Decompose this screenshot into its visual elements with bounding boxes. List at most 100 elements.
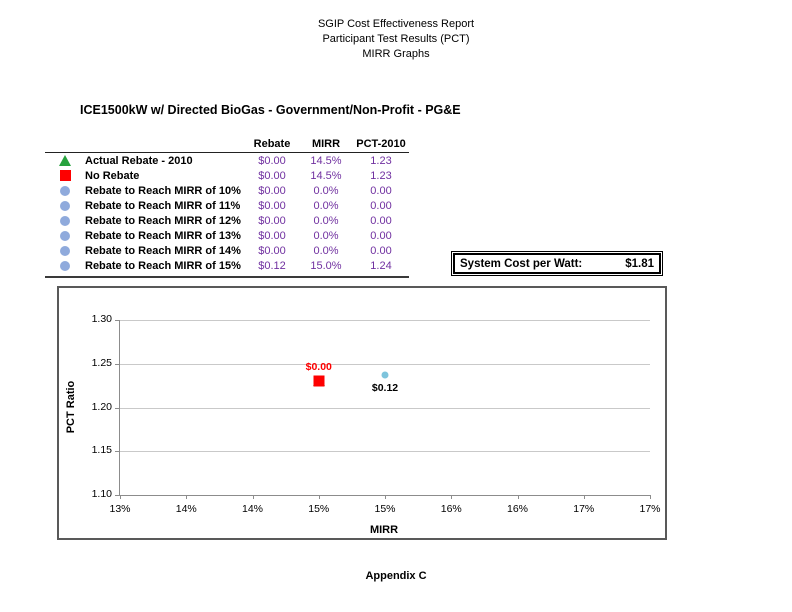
x-tick [318, 495, 320, 499]
rebate-value: $0.00 [258, 184, 286, 197]
rebate-value: $0.00 [258, 244, 286, 257]
rebate-value: $0.00 [258, 229, 286, 242]
x-tick-label: 13% [109, 503, 131, 515]
table-bottom-rule [45, 276, 409, 278]
y-tick-label: 1.15 [91, 444, 112, 457]
legend-circle-icon [60, 245, 70, 256]
data-point-circle-icon [381, 371, 389, 379]
results-table: Rebate MIRR PCT-2010 Actual Rebate - 201… [45, 135, 409, 278]
pct-value: 0.00 [370, 244, 392, 257]
row-label: No Rebate [85, 169, 140, 182]
rebate-value: $0.00 [258, 199, 286, 212]
x-tick-label: 15% [308, 503, 330, 515]
report-title-line2: Participant Test Results (PCT) [322, 33, 470, 45]
x-tick-label: 14% [241, 503, 264, 515]
pct-value: 0.00 [370, 214, 392, 227]
rebate-value: $0.12 [258, 259, 286, 272]
y-tick-label: 1.10 [91, 488, 112, 500]
column-header-rebate: Rebate [253, 137, 291, 150]
x-tick-label: 14% [175, 503, 197, 515]
row-label: Rebate to Reach MIRR of 10% [85, 184, 241, 197]
x-tick-label: 17% [639, 503, 661, 515]
mirr-value: 0.0% [313, 229, 339, 242]
row-label: Actual Rebate - 2010 [85, 154, 193, 167]
mirr-value: 14.5% [310, 169, 342, 182]
x-tick-label: 16% [506, 503, 529, 515]
x-tick [252, 495, 254, 499]
pct-value: 0.00 [370, 199, 392, 212]
table-row: Rebate to Reach MIRR of 11% $0.00 0.0% 0… [45, 198, 409, 213]
column-header-pct2010: PCT-2010 [356, 137, 406, 150]
y-tick-label: 1.30 [91, 313, 112, 325]
table-row: Rebate to Reach MIRR of 12% $0.00 0.0% 0… [45, 213, 409, 228]
mirr-value: 0.0% [313, 244, 339, 257]
x-tick [120, 495, 121, 499]
row-label: Rebate to Reach MIRR of 14% [85, 244, 241, 257]
gridline [120, 451, 650, 453]
table-row: Rebate to Reach MIRR of 10% $0.00 0.0% 0… [45, 183, 409, 198]
mirr-value: 0.0% [313, 184, 339, 197]
y-tick [115, 363, 120, 365]
mirr-value: 14.5% [310, 154, 342, 167]
y-tick [115, 407, 120, 409]
y-tick-label: 1.20 [91, 400, 112, 413]
report-title-line1: SGIP Cost Effectiveness Report [317, 18, 475, 30]
report-title-line3: MIRR Graphs [362, 48, 430, 60]
legend-circle-icon [60, 185, 70, 196]
rebate-value: $0.00 [258, 214, 286, 227]
table-row: No Rebate $0.00 14.5% 1.23 [45, 168, 409, 183]
data-point-label: $0.00 [305, 361, 332, 374]
data-point-square-icon [313, 375, 325, 387]
mirr-value: 15.0% [310, 259, 342, 272]
x-axis-title: MIRR [369, 524, 399, 536]
x-tick [451, 495, 453, 499]
mirr-value: 0.0% [313, 214, 339, 227]
row-label: Rebate to Reach MIRR of 15% [85, 259, 241, 272]
x-tick [186, 495, 188, 499]
legend-circle-icon [60, 200, 70, 211]
plot-area: 1.30 1.25 1.20 1.15 1.10 13% 14% 14% 15% 15% 16% 16… [92, 313, 661, 515]
column-header-mirr: MIRR [311, 137, 341, 150]
pct-value: 1.23 [370, 169, 392, 182]
y-tick [115, 320, 120, 321]
x-tick [385, 495, 386, 499]
x-tick [583, 495, 585, 499]
gridline [120, 407, 650, 409]
row-label: Rebate to Reach MIRR of 11% [85, 199, 241, 212]
x-tick-label: 15% [374, 503, 396, 515]
legend-triangle-icon [59, 155, 71, 166]
data-point-label: $0.12 [371, 382, 399, 395]
gridline [120, 320, 650, 321]
table-row: Actual Rebate - 2010 $0.00 14.5% 1.23 [45, 153, 409, 168]
x-tick [517, 495, 519, 499]
rebate-value: $0.00 [258, 169, 286, 182]
y-tick-label: 1.25 [91, 356, 112, 369]
legend-circle-icon [60, 215, 70, 226]
table-header-row: Rebate MIRR PCT-2010 [45, 135, 409, 153]
system-cost-label: System Cost per Watt: [460, 257, 583, 270]
report-title-block: SGIP Cost Effectiveness Report Participa… [0, 17, 792, 62]
table-row: Rebate to Reach MIRR of 14% $0.00 0.0% 0… [45, 243, 409, 258]
section-title: ICE1500kW w/ Directed BioGas - Governmen… [80, 103, 461, 117]
table-row: Rebate to Reach MIRR of 13% $0.00 0.0% 0… [45, 228, 409, 243]
y-tick [115, 451, 120, 453]
pct-value: 1.24 [370, 259, 392, 272]
row-label: Rebate to Reach MIRR of 13% [85, 229, 241, 242]
page-footer: Appendix C [365, 570, 427, 582]
x-tick-label: 17% [573, 503, 595, 515]
system-cost-box: System Cost per Watt: $1.81 [451, 251, 663, 276]
pct-value: 0.00 [370, 229, 392, 242]
row-label: Rebate to Reach MIRR of 12% [85, 214, 241, 227]
legend-square-icon [59, 170, 71, 181]
gridline [120, 363, 650, 365]
system-cost-value: $1.81 [625, 257, 654, 270]
x-tick-label: 16% [440, 503, 462, 515]
x-tick [650, 495, 651, 499]
mirr-value: 0.0% [313, 199, 339, 212]
rebate-value: $0.00 [258, 154, 286, 167]
legend-circle-icon [60, 260, 70, 271]
pct-value: 1.23 [370, 154, 392, 167]
table-row: Rebate to Reach MIRR of 15% $0.12 15.0% … [45, 258, 409, 273]
y-tick [115, 495, 120, 496]
